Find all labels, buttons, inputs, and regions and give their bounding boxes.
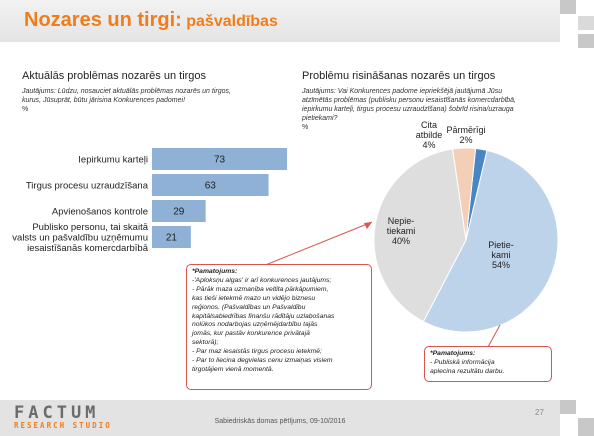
pie-slice — [451, 147, 477, 241]
pie-slice-label: atbilde — [416, 130, 443, 140]
callout-reasoning-right: *Pamatojums: - Publiskā informācija aple… — [424, 346, 552, 382]
corner-square-top-2 — [578, 16, 594, 30]
callout-connector-left — [257, 221, 373, 269]
title-bar — [0, 0, 560, 42]
pie-value-label: 54% — [492, 260, 510, 270]
bar-chart: 73 Iepirkumu karteļi 63 Tirgus procesu uzra… — [12, 148, 288, 254]
right-chart-title: Problēmu risināšanas nozarēs un tirgos — [302, 70, 496, 82]
right-note-line: iepirkumu karteļi, tirgus procesu uzraud… — [302, 106, 514, 113]
callout-connector-right — [487, 324, 501, 348]
bar-category-label: Tirgus procesu uzraudzīšana — [26, 181, 149, 192]
bar — [152, 226, 191, 248]
callout-left-line: - Par maz iesaistās tirgus procesu ietek… — [192, 348, 322, 356]
pie-value-label: 2% — [459, 135, 472, 145]
footer-source-text: Sabiedriskās domas pētījums, 09-10/2016 — [214, 418, 346, 425]
callout-left-line: -'Aploksņu algas' ir arī konkurences jau… — [192, 276, 332, 284]
slide-title-sub: pašvaldības — [186, 13, 278, 30]
callout-left-line: tirgotājiem vienā momentā. — [192, 365, 274, 373]
slide-title: Nozares un tirgi: pašvaldības — [24, 9, 278, 32]
right-question-note: Jautājums: Vai Konkurences padome ieprie… — [302, 87, 562, 132]
bar — [152, 148, 288, 170]
pie-slice-label: Nepie- — [388, 216, 415, 226]
callout-left-line: jomās, kur pastāv konkurence privātajā — [192, 330, 310, 338]
callout-right-line: aplecina rezultātu darbu. — [430, 367, 505, 375]
left-chart-title: Aktuālās problēmas nozarēs un tirgos — [22, 70, 207, 82]
logo-sub-text: RESEARCH STUDIO — [14, 421, 112, 430]
slide-title-main: Nozares un tirgi: — [24, 9, 182, 31]
callout-connector-left-arrow — [364, 222, 372, 229]
bar-value-label: 21 — [166, 233, 178, 244]
bar — [152, 200, 206, 222]
callout-reasoning-left: *Pamatojums: -'Aploksņu algas' ir arī ko… — [186, 264, 372, 390]
callout-left-line: reģionos. (Pašvaldības un Pašvaldību — [192, 303, 306, 311]
bar-category-label: Apvienošanos kontrole — [52, 207, 148, 218]
factum-logo: FACTUM RESEARCH STUDIO — [14, 403, 136, 431]
callout-left-line: nolūkos nodarbojas uzņēmējdarbību tajās — [192, 321, 318, 329]
left-note-line: kurus, Jūsuprāt, būtu jārisina Konkurenc… — [22, 97, 186, 104]
left-note-line: Jautājums: Lūdzu, nosauciet aktuālās pro… — [22, 88, 231, 95]
left-question-note: Jautājums: Lūdzu, nosauciet aktuālās pro… — [22, 87, 292, 114]
right-note-line: pietiekami? — [302, 115, 338, 122]
callout-left-line: - Pārāk maza uzmanība veltīta pārkāpumie… — [192, 285, 329, 293]
page-number: 27 — [535, 408, 544, 417]
corner-square-top-3 — [578, 34, 594, 48]
bar-category-label: Publisko personu, tai skaitā — [32, 222, 148, 233]
bar-category-label: valsts un pašvaldību uzņēmumu — [12, 233, 148, 244]
right-note-line: Jautājums: Vai Konkurences padome ieprie… — [302, 88, 503, 95]
bar — [152, 174, 269, 196]
bar-value-label: 63 — [205, 181, 217, 192]
left-note-line: % — [22, 106, 29, 113]
pie-slice-label: Pārmērīgi — [446, 125, 485, 135]
corner-square-bottom-2 — [578, 418, 594, 436]
pie-slice — [422, 149, 559, 333]
callout-left-line: kapitālsabiedrības finanšu rādītāju uzla… — [192, 312, 335, 320]
callout-right-line: - Publiskā informācija — [430, 358, 495, 366]
callout-left-line: kas tieši ietekmē mazo un vidējo biznesu — [192, 294, 316, 302]
pie-slice-label: Pietie- — [488, 240, 514, 250]
bar-category-label: iesaistīšanās komercdarbībā — [27, 243, 149, 254]
pie-slice — [373, 148, 467, 323]
pie-value-label: 40% — [392, 236, 410, 246]
corner-square-bottom-1 — [560, 400, 576, 414]
pie-value-label: 4% — [422, 140, 435, 150]
bar-value-label: 73 — [214, 155, 226, 166]
callout-left-line: - Par to liecina degvielas cenu izmaiņas… — [192, 357, 333, 365]
pie-slice-label: Cita — [421, 120, 437, 130]
callout-left-line: sektorā); — [192, 339, 219, 347]
right-note-line: atzīmētās problēmas (publisku personu ie… — [302, 97, 516, 104]
corner-square-top-1 — [560, 0, 576, 14]
pie-slice-label: kami — [491, 250, 510, 260]
footer-bar — [0, 400, 560, 436]
bar-value-label: 29 — [173, 207, 185, 218]
callout-right-heading: *Pamatojums: — [430, 350, 476, 357]
pie-slice-label: tiekami — [387, 226, 416, 236]
callout-left-heading: *Pamatojums: — [192, 268, 238, 275]
bar-category-label: Iepirkumu karteļi — [78, 155, 148, 166]
logo-main-text: FACTUM — [14, 403, 100, 423]
right-note-line: % — [302, 124, 309, 131]
